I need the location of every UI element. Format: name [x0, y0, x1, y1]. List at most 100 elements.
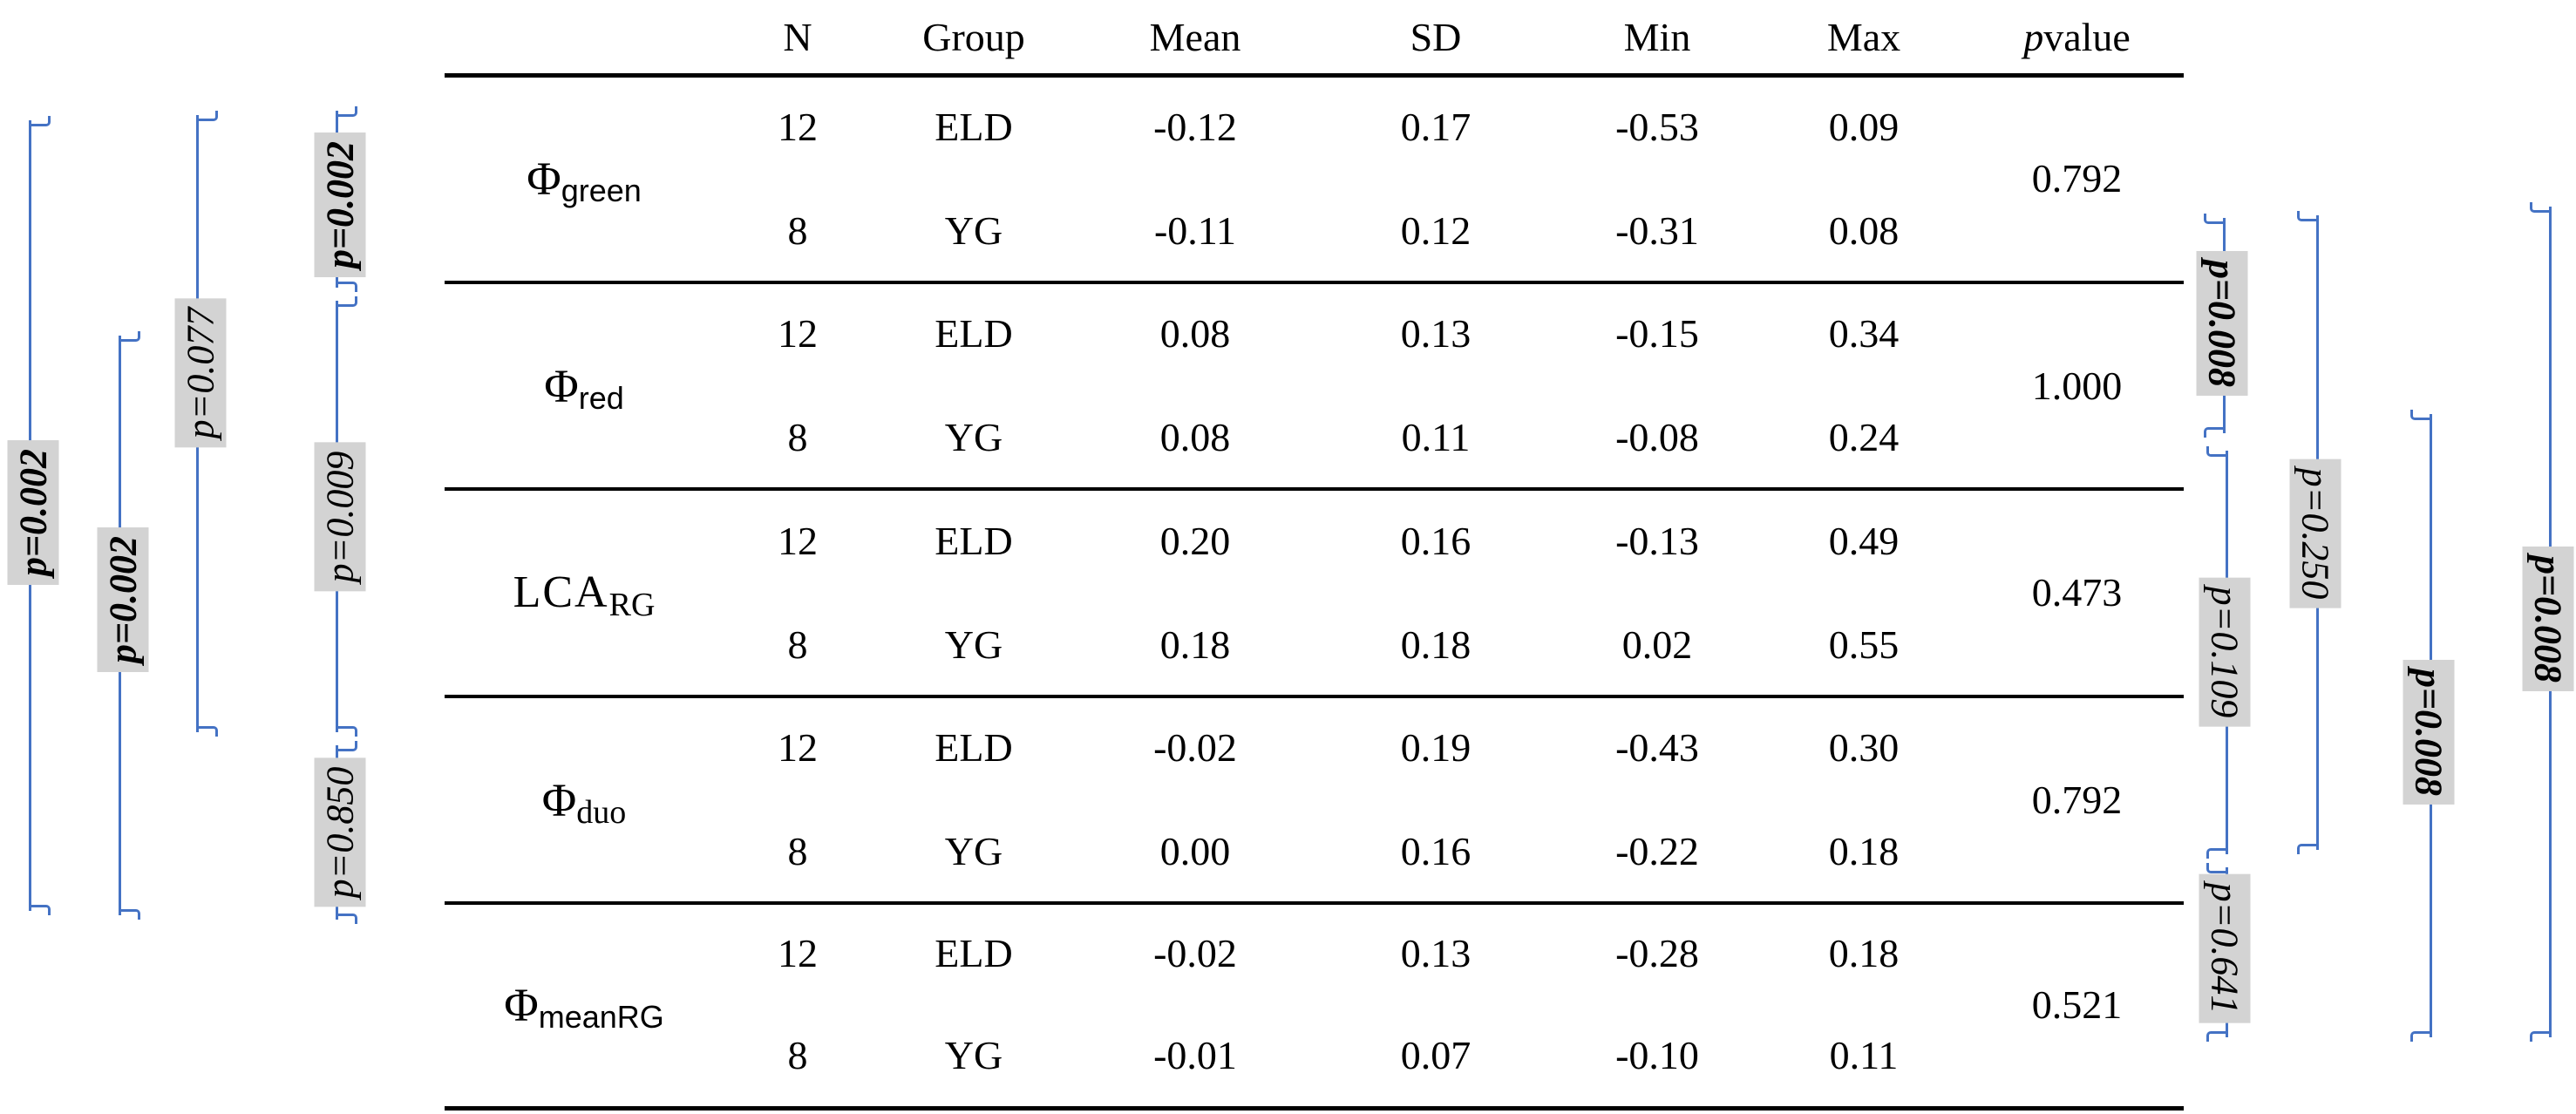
measure-base: Φ — [504, 978, 539, 1031]
cell-min: -0.10 — [1615, 1032, 1699, 1077]
bracket-hook-bottom — [198, 726, 218, 737]
bracket-hook-top — [2206, 446, 2226, 457]
cell-n: 8 — [787, 622, 808, 667]
bracket-hook-bottom — [2206, 848, 2226, 859]
comparison-bracket-right-2: p=0.109 — [2199, 446, 2251, 859]
measure-subscript: red — [578, 379, 624, 416]
bracket-hook-bottom — [337, 726, 357, 737]
comparison-bracket-left-5: p=0.009 — [314, 296, 366, 737]
bracket-hook-bottom — [120, 909, 140, 920]
cell-max: 0.18 — [1828, 828, 1900, 873]
comparison-bracket-right-1: p=0.008 — [2196, 214, 2248, 438]
cell-group: ELD — [935, 931, 1013, 976]
cell-min: -0.31 — [1615, 207, 1699, 253]
cell-max: 0.08 — [1828, 207, 1900, 253]
bracket-hook-top — [198, 111, 218, 121]
cell-max: 0.34 — [1828, 311, 1900, 357]
header-p-rest: value — [2043, 15, 2131, 59]
p-value-annotation: p=0.109 — [2199, 577, 2251, 727]
cell-max: 0.18 — [1828, 931, 1900, 976]
cell-sd: 0.12 — [1400, 207, 1472, 253]
measure-label-lca-rg: LCA RG — [445, 489, 724, 696]
cell-min: -0.15 — [1615, 311, 1699, 357]
rule-header — [445, 73, 2184, 78]
bracket-hook-bottom — [2530, 1031, 2550, 1042]
comparison-bracket-left-4: p=0.002 — [314, 106, 366, 292]
cell-min: -0.08 — [1615, 414, 1699, 459]
rule-bottom — [445, 1106, 2184, 1111]
header-p-value: p value — [1970, 0, 2184, 75]
measure-subscript: meanRG — [538, 998, 664, 1035]
cell-max: 0.11 — [1829, 1032, 1899, 1077]
comparison-bracket-right-4: p=0.250 — [2289, 211, 2342, 854]
cell-n: 12 — [778, 518, 818, 563]
rule-group-4 — [445, 901, 2184, 905]
cell-group: ELD — [935, 104, 1013, 149]
comparison-bracket-right-3: p=0.641 — [2199, 863, 2251, 1042]
cell-mean: 0.20 — [1159, 518, 1231, 563]
cell-max: 0.55 — [1828, 622, 1900, 667]
cell-p-value: 0.792 — [2031, 777, 2123, 822]
cell-sd: 0.17 — [1400, 104, 1472, 149]
cell-n: 8 — [787, 414, 808, 459]
cell-group: ELD — [935, 518, 1013, 563]
bracket-hook-top — [120, 331, 140, 342]
cell-sd: 0.13 — [1400, 311, 1472, 357]
cell-n: 8 — [787, 828, 808, 873]
cell-mean: 0.08 — [1159, 414, 1231, 459]
cell-group: ELD — [935, 311, 1013, 357]
cell-p-value: 0.473 — [2031, 570, 2123, 615]
p-value-annotation: p=0.077 — [174, 298, 227, 448]
bracket-hook-top — [337, 106, 357, 117]
comparison-bracket-left-2: p=0.002 — [97, 331, 149, 920]
cell-sd: 0.18 — [1400, 622, 1472, 667]
cell-mean: 0.18 — [1159, 622, 1231, 667]
bracket-hook-top — [337, 741, 357, 751]
p-value-annotation: p=0.850 — [314, 757, 366, 907]
comparison-bracket-left-3: p=0.077 — [174, 111, 227, 737]
bracket-hook-top — [31, 116, 51, 126]
cell-sd: 0.16 — [1400, 828, 1472, 873]
p-value-annotation: p=0.008 — [2196, 250, 2248, 397]
cell-n: 12 — [778, 931, 818, 976]
cell-min: -0.28 — [1615, 931, 1699, 976]
cell-p-value: 1.000 — [2031, 363, 2123, 408]
cell-mean: -0.12 — [1153, 104, 1237, 149]
cell-n: 8 — [787, 207, 808, 253]
measure-base: LCA — [513, 567, 609, 617]
cell-mean: -0.02 — [1153, 725, 1237, 771]
cell-mean: -0.11 — [1153, 207, 1237, 253]
cell-n: 8 — [787, 1032, 808, 1077]
measure-subscript: RG — [608, 587, 656, 623]
cell-min: -0.22 — [1615, 828, 1699, 873]
bracket-hook-bottom — [2204, 427, 2224, 438]
header-p-italic: p — [2023, 15, 2044, 59]
bracket-hook-top — [2410, 410, 2430, 420]
cell-max: 0.49 — [1828, 518, 1900, 563]
bracket-hook-top — [2206, 863, 2226, 873]
cell-sd: 0.11 — [1401, 414, 1471, 459]
header-mean: Mean — [1149, 15, 1241, 59]
cell-group: YG — [944, 207, 1003, 253]
measure-base: Φ — [544, 359, 579, 412]
p-value-annotation: p=0.008 — [2403, 659, 2455, 805]
cell-min: -0.13 — [1615, 518, 1699, 563]
rule-group-2 — [445, 487, 2184, 491]
cell-group: YG — [944, 828, 1003, 873]
header-sd: SD — [1410, 15, 1462, 59]
cell-sd: 0.19 — [1400, 725, 1472, 771]
header-min: Min — [1623, 15, 1691, 59]
cell-p-value: 0.792 — [2031, 156, 2123, 200]
header-n: N — [783, 15, 812, 59]
cell-min: -0.53 — [1615, 104, 1699, 149]
cell-group: ELD — [935, 725, 1013, 771]
table-header-row: N Group Mean SD Min Max p value — [445, 0, 2184, 75]
cell-group: YG — [944, 1032, 1003, 1077]
